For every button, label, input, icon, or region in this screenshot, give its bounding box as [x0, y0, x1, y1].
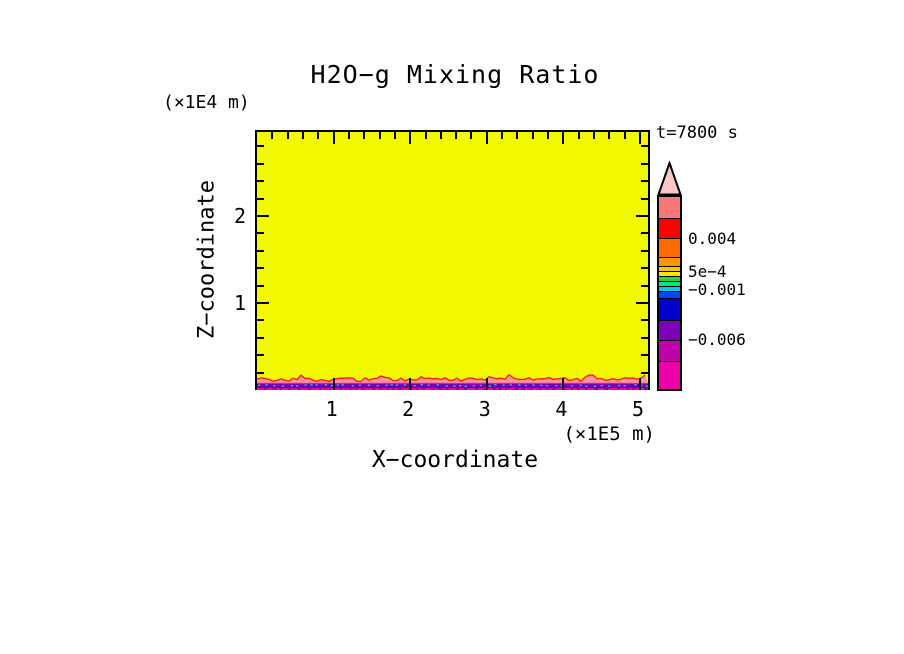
x-major-tick-top — [485, 132, 488, 144]
y-minor-tick-left — [257, 232, 264, 235]
x-tick-label: 1 — [325, 397, 338, 421]
colorbar-segment — [659, 218, 680, 238]
y-minor-tick-left — [257, 249, 264, 252]
y-minor-tick-right — [641, 197, 648, 200]
colorbar-label: −0.001 — [688, 280, 746, 299]
x-minor-tick-top — [531, 132, 534, 139]
colorbar-segment — [659, 271, 680, 276]
y-minor-tick-left — [257, 162, 264, 165]
x-major-tick-bottom — [562, 378, 565, 390]
x-minor-tick-top — [317, 132, 320, 139]
y-minor-tick-left — [257, 319, 264, 322]
y-minor-tick-left — [257, 371, 264, 374]
y-tick-label: 1 — [233, 291, 246, 315]
y-minor-tick-right — [641, 371, 648, 374]
y-minor-tick-right — [641, 267, 648, 270]
x-major-tick-top — [409, 132, 412, 144]
chart-title: H2O−g Mixing Ratio — [310, 60, 600, 89]
x-tick-label: 3 — [478, 397, 491, 421]
x-minor-tick-top — [623, 132, 626, 139]
x-minor-tick-top — [455, 132, 458, 139]
y-minor-tick-right — [641, 145, 648, 148]
x-minor-tick-top — [593, 132, 596, 139]
y-minor-tick-right — [641, 336, 648, 339]
y-minor-tick-right — [641, 249, 648, 252]
y-minor-tick-left — [257, 180, 264, 183]
colorbar-segment — [659, 238, 680, 257]
y-minor-tick-left — [257, 197, 264, 200]
x-minor-tick-top — [271, 132, 274, 139]
y-major-tick-left — [257, 215, 269, 217]
x-tick-label: 5 — [631, 397, 645, 421]
colorbar-segment — [659, 286, 680, 291]
x-major-tick-bottom — [332, 378, 335, 390]
y-minor-tick-right — [641, 354, 648, 357]
colorbar-segment — [659, 257, 680, 266]
colorbar-segment — [659, 320, 680, 340]
y-minor-tick-right — [641, 162, 648, 165]
y-major-tick-right — [636, 215, 648, 217]
colorbar — [657, 195, 682, 391]
x-minor-tick-top — [577, 132, 580, 139]
x-minor-tick-top — [501, 132, 504, 139]
colorbar-label: 5e−4 — [688, 262, 727, 281]
colorbar-segment — [659, 281, 680, 286]
colorbar-label: 0.004 — [688, 229, 737, 248]
colorbar-segment — [659, 298, 680, 320]
x-tick-label: 2 — [402, 397, 415, 421]
y-major-tick-right — [636, 302, 648, 304]
x-major-tick-bottom — [639, 378, 641, 390]
y-minor-tick-right — [641, 284, 648, 287]
x-minor-tick-top — [516, 132, 519, 139]
y-minor-tick-left — [257, 354, 264, 357]
x-minor-tick-top — [470, 132, 473, 139]
colorbar-segment — [659, 291, 680, 298]
colorbar-segment — [659, 197, 680, 218]
plot-area — [255, 130, 650, 390]
colorbar-overflow-arrow — [657, 161, 682, 196]
y-minor-tick-right — [641, 319, 648, 322]
x-major-tick-top — [639, 132, 641, 144]
x-minor-tick-top — [301, 132, 304, 139]
x-major-tick-top — [562, 132, 565, 144]
colorbar-segment — [659, 361, 680, 389]
x-minor-tick-top — [363, 132, 366, 139]
colorbar-segment — [659, 340, 680, 361]
x-axis-unit: (×1E5 m) — [563, 423, 655, 445]
y-minor-tick-left — [257, 145, 264, 148]
surface-layer-strip — [257, 373, 648, 390]
x-minor-tick-top — [608, 132, 611, 139]
colorbar-segment — [659, 266, 680, 271]
y-minor-tick-right — [641, 232, 648, 235]
y-tick-label: 2 — [233, 204, 246, 228]
x-tick-label: 4 — [555, 397, 568, 421]
y-minor-tick-left — [257, 284, 264, 287]
y-minor-tick-left — [257, 267, 264, 270]
x-major-tick-bottom — [485, 378, 488, 390]
y-axis-unit: (×1E4 m) — [163, 92, 250, 113]
y-minor-tick-left — [257, 336, 264, 339]
x-minor-tick-top — [378, 132, 381, 139]
x-axis-label: X−coordinate — [371, 447, 539, 473]
x-major-tick-bottom — [409, 378, 412, 390]
x-minor-tick-top — [547, 132, 550, 139]
x-minor-tick-top — [347, 132, 350, 139]
y-minor-tick-right — [641, 180, 648, 183]
colorbar-label: −0.006 — [688, 330, 746, 349]
x-tick-labels: 1 2 3 4 5 — [255, 397, 650, 421]
x-minor-tick-top — [424, 132, 427, 139]
x-major-tick-top — [332, 132, 335, 144]
x-minor-tick-top — [286, 132, 289, 139]
time-stamp-label: t=7800 s — [656, 123, 738, 143]
y-major-tick-left — [257, 302, 269, 304]
colorbar-segment — [659, 276, 680, 281]
x-minor-tick-top — [439, 132, 442, 139]
x-minor-tick-top — [393, 132, 396, 139]
